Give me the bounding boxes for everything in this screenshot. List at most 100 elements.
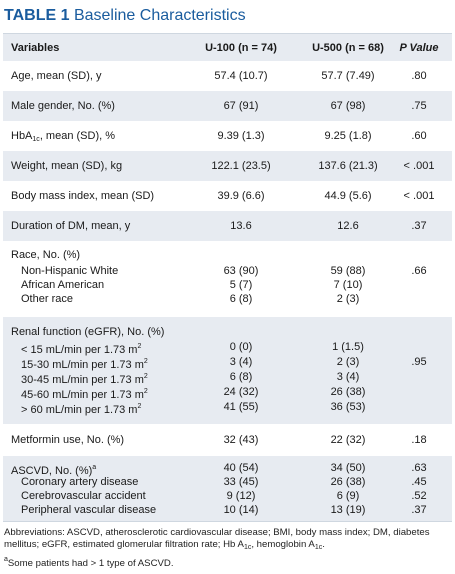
cell-u500: 59 (88) — [330, 265, 366, 277]
row-label: Race, No. (%) — [11, 249, 81, 261]
baseline-table: Variables U-100 (n = 74) U-500 (n = 68) … — [3, 33, 452, 522]
row-label: > 60 mL/min per 1.73 m2 — [21, 403, 142, 416]
table-subrow: 45-60 mL/min per 1.73 m2 24 (32) 26 (38) — [3, 385, 452, 401]
table-row-metformin: Metformin use, No. (%) 32 (43) 22 (32) .… — [3, 424, 452, 456]
table-subrow: Non-Hispanic White 63 (90) 59 (88) .66 — [3, 264, 452, 278]
cell-u100: 13.6 — [230, 220, 252, 232]
cell-u100: 33 (45) — [223, 476, 259, 488]
table-row-bmi: Body mass index, mean (SD) 39.9 (6.6) 44… — [3, 181, 452, 211]
table-footnote: Abbreviations: ASCVD, atherosclerotic ca… — [4, 527, 452, 570]
cell-u100: 67 (91) — [223, 100, 259, 112]
cell-p: .75 — [411, 100, 427, 112]
row-label: Cerebrovascular accident — [21, 490, 146, 502]
abbreviations-note: Abbreviations: ASCVD, atherosclerotic ca… — [4, 527, 430, 551]
cell-u100: 5 (7) — [229, 279, 253, 291]
table-subrow: 30-45 mL/min per 1.73 m2 6 (8) 3 (4) — [3, 370, 452, 386]
cell-u100: 0 (0) — [229, 341, 253, 353]
table-subrow: Cerebrovascular accident 9 (12) 6 (9) .5… — [3, 489, 452, 503]
table-subrow: 15-30 mL/min per 1.73 m2 3 (4) 2 (3) .95 — [3, 355, 452, 371]
row-label: Weight, mean (SD), kg — [11, 160, 123, 172]
table-subrow: African American 5 (7) 7 (10) — [3, 278, 452, 292]
superscript-note: aSome patients had > 1 type of ASCVD. — [4, 556, 174, 569]
cell-u500: 12.6 — [337, 220, 359, 232]
cell-u100: 63 (90) — [223, 265, 259, 277]
table-header: Variables U-100 (n = 74) U-500 (n = 68) … — [3, 34, 452, 61]
cell-u500: 1 (1.5) — [332, 341, 364, 353]
cell-u100: 10 (14) — [223, 504, 259, 516]
cell-u100: 9.39 (1.3) — [217, 130, 265, 142]
table-number: TABLE 1 — [4, 7, 70, 24]
cell-u100: 57.4 (10.7) — [214, 70, 268, 82]
table-row-race: Race, No. (%) Non-Hispanic White 63 (90)… — [3, 241, 452, 317]
cell-u100: 3 (4) — [229, 356, 253, 368]
row-label: HbA1c, mean (SD), % — [11, 130, 115, 143]
header-u100: U-100 (n = 74) — [205, 42, 277, 54]
table-title: TABLE 1 Baseline Characteristics — [4, 6, 246, 26]
table-row-dm-duration: Duration of DM, mean, y 13.6 12.6 .37 — [3, 211, 452, 241]
cell-p: .18 — [411, 434, 427, 446]
row-label: Non-Hispanic White — [21, 265, 119, 277]
cell-u500: 34 (50) — [330, 462, 366, 474]
cell-u500: 26 (38) — [330, 386, 366, 398]
table-caption: Baseline Characteristics — [73, 7, 246, 24]
row-label: African American — [21, 279, 105, 291]
cell-p: < .001 — [403, 160, 435, 172]
table-subrow: Coronary artery disease 33 (45) 26 (38) … — [3, 475, 452, 489]
cell-u100: 24 (32) — [223, 386, 259, 398]
cell-u100: 122.1 (23.5) — [211, 160, 271, 172]
cell-u500: 22 (32) — [330, 434, 366, 446]
row-label: Metformin use, No. (%) — [11, 434, 125, 446]
cell-p: .37 — [411, 504, 427, 516]
cell-u500: 57.7 (7.49) — [321, 70, 375, 82]
cell-p: < .001 — [403, 190, 435, 202]
cell-u500: 6 (9) — [336, 490, 360, 502]
cell-p: .63 — [411, 462, 427, 474]
table-row-weight: Weight, mean (SD), kg 122.1 (23.5) 137.6… — [3, 151, 452, 181]
cell-u100: 39.9 (6.6) — [217, 190, 265, 202]
header-p-value: P Value — [399, 42, 439, 54]
table-subrow: Peripheral vascular disease 10 (14) 13 (… — [3, 503, 452, 517]
cell-p: .52 — [411, 490, 427, 502]
row-label: Coronary artery disease — [21, 476, 139, 488]
table-row-ascvd: ASCVD, No. (%)a 40 (54) 34 (50) .63 Coro… — [3, 456, 452, 521]
row-label: Other race — [21, 293, 73, 305]
cell-u500: 13 (19) — [330, 504, 366, 516]
row-label: < 15 mL/min per 1.73 m2 — [21, 343, 142, 356]
row-label: Age, mean (SD), y — [11, 70, 102, 82]
row-label: Duration of DM, mean, y — [11, 220, 131, 232]
cell-p: .60 — [411, 130, 427, 142]
cell-p: .66 — [411, 265, 427, 277]
row-label: Renal function (eGFR), No. (%) — [11, 326, 165, 338]
row-label: Male gender, No. (%) — [11, 100, 115, 112]
row-label: Body mass index, mean (SD) — [11, 190, 155, 202]
cell-u500: 2 (3) — [336, 356, 360, 368]
cell-u500: 36 (53) — [330, 401, 366, 413]
table-row-hba1c: HbA1c, mean (SD), % 9.39 (1.3) 9.25 (1.8… — [3, 121, 452, 151]
row-label: 45-60 mL/min per 1.73 m2 — [21, 388, 148, 401]
cell-u500: 2 (3) — [336, 293, 360, 305]
row-label: 30-45 mL/min per 1.73 m2 — [21, 373, 148, 386]
cell-p: .45 — [411, 476, 427, 488]
cell-u100: 6 (8) — [229, 371, 253, 383]
header-variables: Variables — [11, 42, 60, 54]
cell-p: .95 — [411, 356, 427, 368]
cell-u100: 9 (12) — [226, 490, 256, 502]
table-subrow: Other race 6 (8) 2 (3) — [3, 292, 452, 306]
cell-p: .80 — [411, 70, 427, 82]
cell-u500: 137.6 (21.3) — [318, 160, 378, 172]
cell-u500: 26 (38) — [330, 476, 366, 488]
cell-u500: 3 (4) — [336, 371, 360, 383]
table-row-renal: Renal function (eGFR), No. (%) < 15 mL/m… — [3, 317, 452, 424]
table-row-male: Male gender, No. (%) 67 (91) 67 (98) .75 — [3, 91, 452, 121]
cell-u100: 6 (8) — [229, 293, 253, 305]
row-label: 15-30 mL/min per 1.73 m2 — [21, 358, 148, 371]
cell-u500: 67 (98) — [330, 100, 366, 112]
table-subrow: > 60 mL/min per 1.73 m2 41 (55) 36 (53) — [3, 400, 452, 416]
cell-u500: 7 (10) — [333, 279, 363, 291]
cell-u100: 41 (55) — [223, 401, 259, 413]
table-row-age: Age, mean (SD), y 57.4 (10.7) 57.7 (7.49… — [3, 61, 452, 91]
table-subrow: < 15 mL/min per 1.73 m2 0 (0) 1 (1.5) — [3, 340, 452, 356]
row-label: Peripheral vascular disease — [21, 504, 157, 516]
cell-p: .37 — [411, 220, 427, 232]
cell-u500: 44.9 (5.6) — [324, 190, 372, 202]
